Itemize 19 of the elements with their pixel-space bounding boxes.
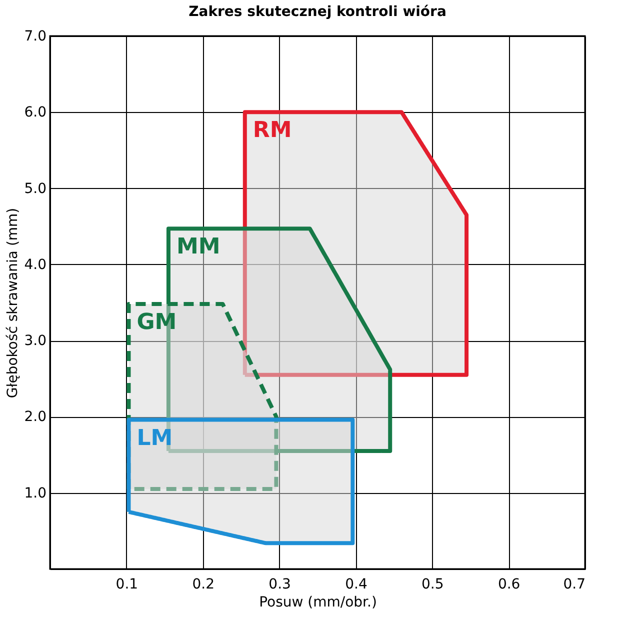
- series-label: LM: [136, 426, 173, 451]
- x-tick-label: 0.4: [345, 576, 368, 592]
- x-tick-label: 0.2: [192, 576, 214, 592]
- y-tick-label: 6.0: [24, 104, 46, 121]
- x-tick-label: 0.3: [268, 576, 291, 592]
- chart-title: Zakres skutecznej kontroli wióra: [188, 4, 446, 20]
- y-tick-label: 7.0: [24, 28, 46, 44]
- series-label: GM: [136, 310, 177, 336]
- x-tick-label: 0.7: [563, 576, 586, 592]
- y-tick-label: 3.0: [24, 333, 46, 350]
- y-tick-label: 2.0: [24, 409, 46, 426]
- y-axis-title: Głębokość skrawania (mm): [5, 208, 22, 398]
- y-tick-label: 1.0: [24, 485, 46, 502]
- x-tick-label: 0.1: [116, 576, 138, 592]
- x-tick-label: 0.5: [422, 576, 444, 592]
- y-tick-label: 5.0: [24, 180, 46, 197]
- x-tick-label: 0.6: [498, 576, 520, 592]
- y-tick-label: 4.0: [24, 256, 46, 273]
- x-axis-title: Posuw (mm/obr.): [259, 594, 377, 610]
